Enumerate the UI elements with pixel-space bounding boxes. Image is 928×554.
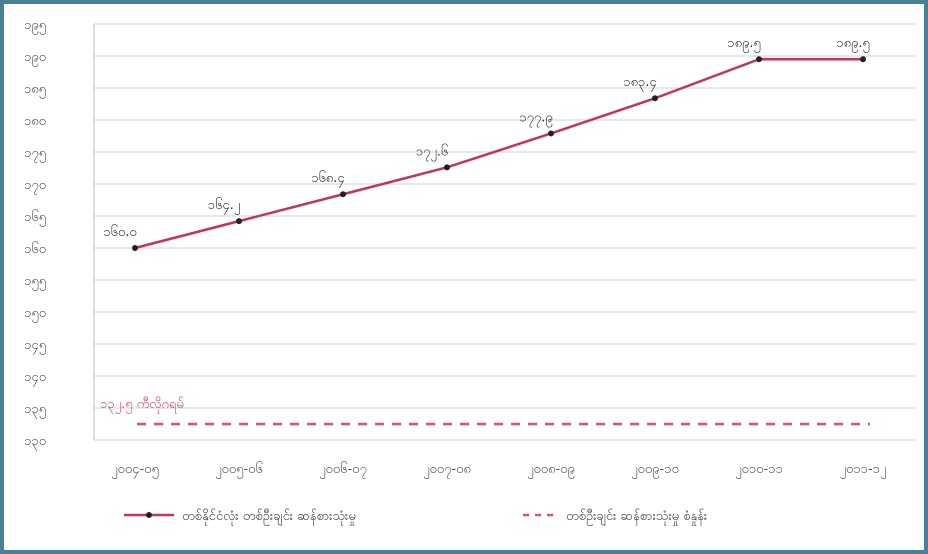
- y-tick-label: ၁၃၀: [24, 434, 46, 451]
- data-point: [548, 130, 554, 137]
- x-tick-label: ၂၀၁၀-၁၁: [735, 462, 783, 479]
- data-label: ၁၈၉.၅: [727, 36, 761, 53]
- data-label: ၁၈၉.၅: [836, 36, 870, 53]
- data-label: ၁၆၈.၄: [311, 170, 345, 188]
- data-point: [236, 218, 242, 225]
- legend: တစ်နိုင်ငံလုံး တစ်ဦးချင်း ဆန်စားသုံးမှု တ…: [124, 508, 707, 526]
- data-label: ၁၇၇.၉: [519, 110, 552, 127]
- data-labels: ၁၆၀.၀ ၁၆၄.၂ ၁၆၈.၄ ၁၇၂.၆ ၁၇၇.၉ ၁၈၃.၄ ၁၈၉.၅ ၁၈၉.၅…: [100, 36, 870, 414]
- x-tick-label: ၂၀၁၁-၁၂: [840, 462, 887, 479]
- y-tick-label: ၁၄၅: [24, 338, 46, 355]
- x-tick-label: ၂၀၀၈-၀၉: [527, 462, 575, 479]
- x-tick-label: ၂၀၀၉-၁၀: [631, 462, 679, 479]
- y-tick-label: ၁၆၀: [24, 241, 46, 257]
- data-point: [340, 191, 346, 198]
- x-tick-label: ၂၀၀၄-၀၅: [111, 462, 159, 479]
- legend-marker: [146, 512, 152, 518]
- y-tick-label: ၁၉၅: [24, 18, 46, 35]
- reference-line-label: ၁၃၂.၅ ကီလိုဂရမ်: [100, 396, 184, 414]
- x-tick-label: ၂၀၀၅-၀၆: [215, 461, 263, 479]
- data-label: ၁၆၄.၂: [208, 197, 240, 215]
- data-point: [652, 95, 658, 102]
- data-point: [860, 56, 866, 63]
- x-tick-label: ၂၀၀၆-၀၇: [319, 461, 367, 479]
- y-tick-label: ၁၈၅: [24, 82, 46, 99]
- y-tick-label: ၁၆၅: [24, 209, 46, 227]
- data-point: [756, 56, 762, 63]
- y-tick-label: ၁၄၀: [24, 370, 46, 387]
- series-layer: [132, 56, 870, 426]
- series-line: [134, 57, 863, 250]
- data-point: [444, 164, 450, 171]
- y-tick-label: ၁၇၀: [24, 178, 46, 195]
- x-tick-label: ၂၀၀၇-၀၈: [423, 462, 471, 479]
- data-label: ၁၇၂.၆: [416, 143, 448, 161]
- legend-label: တစ်ဦးချင်း ဆန်စားသုံးမှု စံနှုန်း: [566, 508, 707, 526]
- data-label: ၁၈၃.၄: [623, 75, 657, 92]
- y-tick-label: ၁၈၀: [24, 114, 46, 129]
- y-axis-tick-labels: ၁၃၀ ၁၃၅ ၁၄၀ ၁၄၅ ၁၅၀ ၁၅၅ ၁၆၀ ၁၆၅ ၁၇၀ ၁၇၅ ၁၈၀ ၁၈၅ ၁၉၀ ၁…: [24, 18, 46, 451]
- line-chart: ၁၃၀၁၃၅၁၄၀၁၄၅၁၅၀၁၅၅၁၆၀၁၆၅၁၇၀၁၇၅၁၈၀၁၈၅၁၉၀၁…: [24, 18, 916, 526]
- y-tick-label: ၁၅၀: [24, 306, 46, 323]
- grid-lines: [93, 23, 916, 441]
- y-tick-label: ၁၅၅: [24, 274, 46, 291]
- data-point: [132, 245, 138, 251]
- y-tick-label: ၁၃၅: [24, 402, 46, 419]
- legend-label: တစ်နိုင်ငံလုံး တစ်ဦးချင်း ဆန်စားသုံးမှု: [182, 508, 356, 526]
- y-tick-label: ၁၇၅: [24, 146, 46, 163]
- y-tick-label: ၁၉၀: [24, 50, 46, 67]
- x-axis-tick-labels: ၂၀၀၄-၀၅ ၂၀၀၅-၀၆ ၂၀၀၆-၀၇ ၂၀၀၇-၀၈ ၂၀၀၈-၀၉ ၂၀၀၉-…: [111, 461, 886, 479]
- data-label: ၁၆၀.၀: [103, 224, 136, 240]
